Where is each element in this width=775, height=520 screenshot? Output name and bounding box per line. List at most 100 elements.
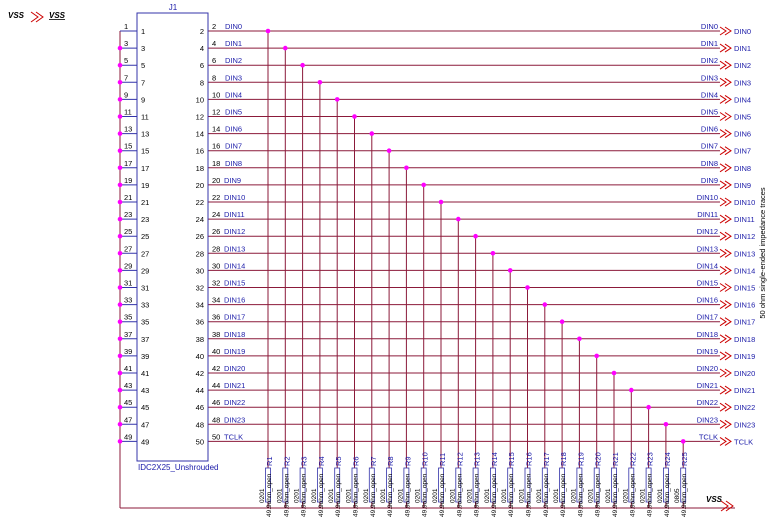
pin-number-outer-right: 8 xyxy=(212,73,216,82)
resistor-package: 0201 xyxy=(484,488,491,503)
resistor-value: 49.9ohm_open xyxy=(370,473,377,517)
resistor-value: 49.9ohm_open xyxy=(491,473,498,517)
net-junction xyxy=(611,370,617,376)
net-junction xyxy=(680,439,686,444)
resistor-package: 0201 xyxy=(346,488,353,503)
net-junction xyxy=(283,45,288,51)
net-label-connector: DIN5 xyxy=(225,108,242,117)
pin-number-inner-left: 47 xyxy=(141,420,149,429)
resistor-package: 0201 xyxy=(622,488,629,503)
vss-junction xyxy=(117,302,123,307)
pin-number-inner-left: 41 xyxy=(141,369,149,378)
pin-number-outer-left: 39 xyxy=(124,347,132,356)
resistor-value: 49.9ohm_open xyxy=(266,473,273,517)
resistor-value: 49.9ohm_open xyxy=(404,473,411,517)
vss-offpage-arrow-bottom xyxy=(720,500,734,512)
resistor-refdes: R15 xyxy=(507,452,516,466)
net-junction xyxy=(369,131,375,136)
pin-number-inner-right: 40 xyxy=(196,352,204,361)
resistor-package: 0201 xyxy=(432,488,439,503)
resistor-package: 0201 xyxy=(380,488,387,503)
pin-number-outer-right: 2 xyxy=(212,22,216,31)
offpage-arrow xyxy=(719,197,732,207)
net-label-connector: DIN21 xyxy=(224,381,245,390)
resistor-package: 0201 xyxy=(276,488,283,503)
resistor-refdes: R12 xyxy=(455,452,464,466)
pin-number-inner-right: 16 xyxy=(196,147,204,156)
offpage-arrow xyxy=(719,334,732,344)
offpage-net-name: DIN7 xyxy=(734,147,751,156)
resistor-refdes: R2 xyxy=(282,456,291,466)
net-junction xyxy=(300,62,305,68)
vss-junction xyxy=(117,422,123,427)
resistor-package: 0201 xyxy=(363,488,370,503)
resistor-refdes: R16 xyxy=(525,452,534,466)
resistor-refdes: R19 xyxy=(576,452,585,466)
resistor-value: 49.9ohm_open xyxy=(335,473,342,517)
pin-number-inner-left: 31 xyxy=(141,284,149,293)
vss-junction xyxy=(117,80,123,85)
pin-number-inner-right: 42 xyxy=(196,369,204,378)
net-junction xyxy=(456,216,461,222)
resistor-refdes: R25 xyxy=(680,452,689,466)
pin-number-inner-left: 17 xyxy=(141,164,149,173)
vss-junction xyxy=(117,165,123,171)
offpage-net-name: DIN22 xyxy=(734,403,755,412)
pin-number-inner-left: 15 xyxy=(141,147,149,156)
resistor-refdes: R5 xyxy=(334,456,343,466)
pin-number-inner-left: 13 xyxy=(141,130,149,139)
pin-number-inner-left: 37 xyxy=(141,335,149,344)
pin-number-outer-left: 45 xyxy=(124,398,132,407)
resistor-value: 49.9ohm_open xyxy=(301,473,308,517)
pin-number-outer-right: 50 xyxy=(212,432,220,441)
offpage-net-name: TCLK xyxy=(734,437,753,446)
vss-label-left: VSS xyxy=(8,11,25,20)
resistor-package: 0805 xyxy=(674,488,681,503)
resistor-value: 49.9ohm_open xyxy=(647,473,654,517)
resistor-package: 0201 xyxy=(640,488,647,503)
net-junction xyxy=(646,404,651,410)
net-junction xyxy=(629,387,634,393)
resistor-value: 49.9ohm_open xyxy=(318,473,325,517)
resistor-refdes: R9 xyxy=(403,456,412,466)
pin-number-inner-left: 7 xyxy=(141,78,145,87)
net-label-offpage: DIN1 xyxy=(701,39,718,48)
resistor-value: 49.9ohm_open xyxy=(283,473,290,517)
vss-junction xyxy=(117,182,123,188)
resistor-refdes: R10 xyxy=(421,452,430,466)
pin-number-outer-left: 15 xyxy=(124,142,132,151)
pin-number-outer-left: 13 xyxy=(124,125,132,134)
offpage-arrow xyxy=(719,129,732,139)
pin-number-outer-left: 43 xyxy=(124,381,132,390)
pin-number-outer-left: 19 xyxy=(124,176,132,185)
resistor-value: 49.9ohm_open xyxy=(474,473,481,517)
net-label-connector: DIN16 xyxy=(224,296,245,305)
pin-number-outer-left: 25 xyxy=(124,227,132,236)
offpage-arrow xyxy=(719,368,732,378)
offpage-arrow xyxy=(719,419,732,429)
offpage-arrow xyxy=(719,248,732,258)
net-label-connector: DIN7 xyxy=(225,142,242,151)
net-label-offpage: DIN2 xyxy=(701,56,718,65)
resistor-refdes: R3 xyxy=(300,456,309,466)
net-label-connector: DIN4 xyxy=(225,90,242,99)
net-label-offpage: DIN23 xyxy=(697,415,718,424)
net-label-connector: DIN13 xyxy=(224,244,245,253)
resistor-value: 49.9ohm_open xyxy=(387,473,394,517)
pin-number-outer-right: 42 xyxy=(212,364,220,373)
pin-number-outer-right: 4 xyxy=(212,39,216,48)
net-label-connector: DIN2 xyxy=(225,56,242,65)
pin-number-outer-right: 34 xyxy=(212,296,220,305)
pin-number-inner-right: 6 xyxy=(200,61,204,70)
net-label-offpage: DIN19 xyxy=(697,347,718,356)
offpage-net-name: DIN14 xyxy=(734,266,755,275)
resistor-package: 0201 xyxy=(311,488,318,503)
pin-number-inner-left: 33 xyxy=(141,301,149,310)
vss-junction xyxy=(117,199,123,205)
resistor-value: 49.9ohm_open xyxy=(577,473,584,517)
offpage-net-name: DIN19 xyxy=(734,352,755,361)
pin-number-outer-right: 44 xyxy=(212,381,220,390)
pin-number-inner-left: 27 xyxy=(141,249,149,258)
net-label-offpage: DIN18 xyxy=(697,330,718,339)
